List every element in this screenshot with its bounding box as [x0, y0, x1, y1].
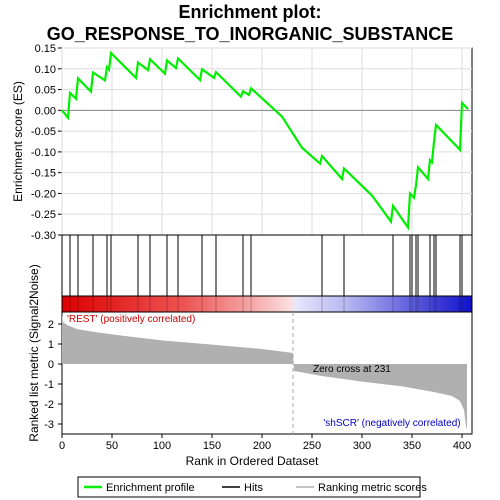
positive-correlation-label: 'REST' (positively correlated) [67, 314, 195, 325]
legend-label: Ranking metric scores [318, 482, 427, 494]
x-tick-label: 0 [59, 440, 65, 452]
hits-panel [61, 234, 473, 297]
x-tick-label: 300 [353, 440, 371, 452]
ranking-color-band [61, 295, 473, 313]
enrichment-profile-line [61, 50, 469, 231]
metric-y-tick-label: 0 [48, 359, 54, 371]
x-tick-label: 50 [106, 440, 118, 452]
metric-y-tick-label: -3 [44, 419, 54, 431]
es-y-tick-label: -0.05 [31, 126, 56, 138]
negative-correlation-label: 'shSCR' (negatively correlated) [323, 418, 460, 429]
x-tick-label: 100 [153, 440, 171, 452]
metric-y-axis-label: Ranked list metric (Signal2Noise) [27, 264, 41, 441]
es-y-tick-label: -0.20 [31, 188, 56, 200]
es-y-tick-label: -0.25 [31, 209, 56, 221]
x-tick-label: 400 [453, 440, 471, 452]
chart-title-line-1: Enrichment plot: [178, 2, 322, 22]
es-panel: -0.30 -0.25 -0.20 -0.15 -0.10 -0.05 0.00 0.05 0.… [11, 43, 473, 242]
hits-frame [61, 234, 473, 297]
metric-y-tick-label: -2 [44, 399, 54, 411]
ranking-metric-area [62, 314, 467, 430]
es-y-tick-label: -0.15 [31, 168, 56, 180]
metric-y-tick-label: 1 [48, 339, 54, 351]
es-plot-frame [61, 47, 473, 236]
metric-y-tick-label: -1 [44, 379, 54, 391]
es-y-axis-label: Enrichment score (ES) [11, 81, 25, 202]
x-axis-label: Rank in Ordered Dataset [186, 454, 319, 468]
es-y-tick-label: 0.10 [35, 64, 56, 76]
metric-y-tick-label: 2 [48, 319, 54, 331]
es-y-tick-label: -0.10 [31, 147, 56, 159]
x-tick-label: 150 [203, 440, 221, 452]
es-y-tick-label: 0.15 [35, 43, 56, 55]
es-y-tick-label: -0.30 [31, 230, 56, 242]
legend-label: Enrichment profile [106, 482, 195, 494]
zero-cross-label: Zero cross at 231 [313, 364, 391, 375]
x-tick-label: 350 [403, 440, 421, 452]
legend-box [77, 476, 421, 498]
chart-title-line-2: GO_RESPONSE_TO_INORGANIC_SUBSTANCE [46, 24, 454, 44]
es-y-tick-label: 0.00 [35, 105, 56, 117]
legend: Enrichment profile Hits Ranking metric sco… [77, 476, 427, 498]
x-tick-label: 250 [303, 440, 321, 452]
x-tick-label: 200 [253, 440, 271, 452]
legend-label: Hits [244, 482, 263, 494]
metric-panel: 'REST' (positively correlated) Zero cross… [27, 264, 473, 468]
es-y-tick-label: 0.05 [35, 85, 56, 97]
